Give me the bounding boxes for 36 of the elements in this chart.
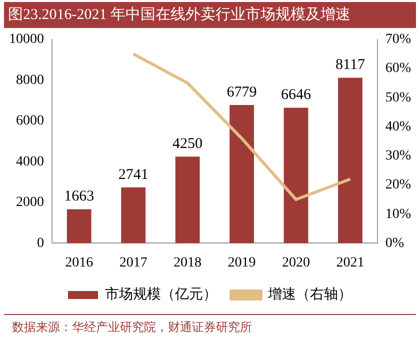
y2-tick-label: 20% <box>385 178 412 193</box>
y2-tick-label: 60% <box>385 61 412 76</box>
y-tick-label: 4000 <box>16 154 44 170</box>
bar <box>338 78 362 244</box>
text: 8117 <box>336 57 365 74</box>
y-tick-label: 8000 <box>16 72 44 88</box>
y2-tick-label: 30% <box>385 148 412 164</box>
y2-tick-label: 40% <box>385 119 412 134</box>
text: 6779 <box>226 84 257 100</box>
y2-tick-label: 70% <box>385 32 412 48</box>
x-tick-label: 2017 <box>119 255 148 270</box>
x-tick-label: 2020 <box>282 255 310 270</box>
bar <box>284 108 308 244</box>
x-tick-label: 2018 <box>174 255 202 270</box>
x-tick-label: 2021 <box>336 255 364 270</box>
y-tick-label: 0 <box>37 236 44 251</box>
text: 1663 <box>64 188 94 205</box>
source-note: 数据来源：华经产业研究院，财通证券研究所 <box>4 314 416 336</box>
bar <box>66 209 92 244</box>
y2-tick-label: 10% <box>385 206 412 222</box>
y2-tick-label: 50% <box>385 90 412 106</box>
x-tick-label: 2019 <box>228 255 256 270</box>
y-tick-label: 2000 <box>16 195 44 210</box>
text: 6646 <box>281 87 312 104</box>
x-tick-label: 2016 <box>65 255 94 270</box>
y-tick-label: 10000 <box>9 32 44 48</box>
y-tick-label: 6000 <box>16 114 44 129</box>
text: 2741 <box>118 166 148 183</box>
text: 4250 <box>172 136 203 152</box>
legend-label: 增速（右轴） <box>267 286 352 303</box>
legend-label: 市场规模（亿元） <box>105 286 217 303</box>
bar <box>121 187 146 244</box>
bar <box>175 156 200 244</box>
bar <box>230 105 254 244</box>
y2-tick-label: 0% <box>385 236 404 251</box>
chart-title: 图23.2016-2021 年中国在线外卖行业市场规模及增速 <box>4 2 416 28</box>
